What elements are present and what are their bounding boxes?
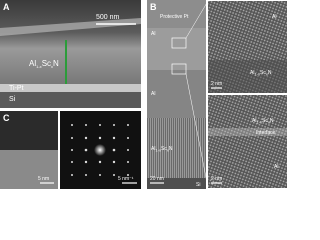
hrtem-inset [208, 95, 287, 188]
zoom-line [185, 73, 209, 189]
substrate-label: Si [9, 96, 16, 103]
panel-label: A [3, 2, 10, 12]
film-label: Al1-xScxN [151, 146, 173, 153]
substrate-label: Si [196, 182, 200, 188]
substrate-layer [0, 92, 141, 108]
panel-b: B Protective Pt Al Al Al1-xScxN 20 nm Si… [147, 0, 287, 189]
zoom-box [171, 63, 187, 75]
panel-c: C 5 nm 5 nm⁻¹ [0, 111, 141, 189]
film-label: Al1-xScxN [29, 59, 59, 69]
film-label: Al1-xScxN [252, 118, 274, 125]
scale-label: 2 nm [211, 81, 222, 87]
zoom-line [185, 0, 209, 39]
film-label: Al1-xScxN [250, 70, 272, 77]
panel-a: A 500 nm Al1-xScxN Ti-Pt Si [0, 0, 141, 108]
scale-label: 5 nm⁻¹ [118, 176, 134, 182]
cap-label: Protective Pt [160, 14, 189, 20]
substrate-layer [147, 178, 206, 189]
film-surface [0, 18, 141, 36]
scale-label: 500 nm [96, 14, 120, 21]
interface-label: Interface [256, 130, 276, 136]
diffraction-spots [71, 124, 129, 176]
scale-label: 2 nm [211, 176, 222, 182]
panel-label: B [150, 2, 157, 12]
electrode-layer [0, 84, 141, 92]
cap-layer [147, 0, 206, 28]
zoom-box [171, 37, 187, 49]
middle-al-layer [147, 70, 206, 118]
al-label: Al [274, 164, 278, 170]
panel-label: C [3, 113, 10, 123]
figure: A 500 nm Al1-xScxN Ti-Pt Si C 5 nm 5 nm⁻… [0, 0, 287, 189]
al-label: Al [151, 31, 155, 37]
electrode-label: Ti-Pt [9, 85, 24, 92]
top-al-layer [147, 28, 206, 70]
scale-label: 5 nm [38, 176, 49, 182]
al-label: Al [151, 91, 155, 97]
al-label: Al [272, 14, 276, 20]
scale-label: 20 nm [150, 176, 164, 182]
interface-region [208, 128, 287, 136]
